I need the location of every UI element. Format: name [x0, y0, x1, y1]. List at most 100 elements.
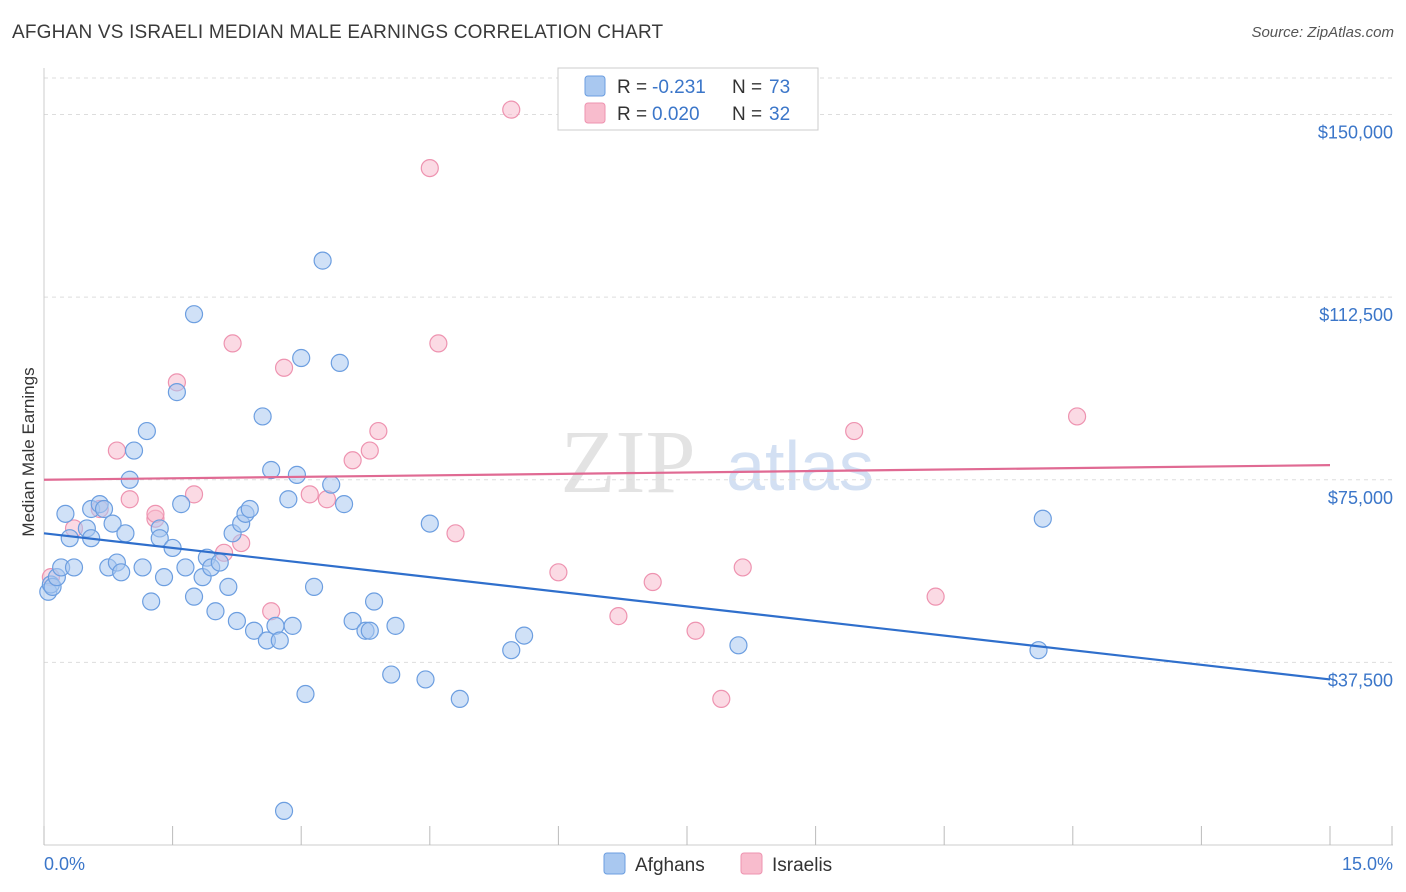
afghan-data-point: [334, 495, 354, 514]
afghan-data-point: [292, 348, 311, 368]
legend-r-label-afghans: R =: [617, 77, 647, 98]
legend-n-value-afghans: 73: [769, 77, 790, 98]
legend-r-value-afghans: -0.231: [652, 77, 706, 98]
afghan-data-point: [279, 490, 298, 509]
series-legend-label-afghans: Afghans: [635, 855, 705, 876]
afghan-data-point: [112, 563, 131, 582]
afghan-data-point: [137, 421, 156, 441]
legend-r-label-israelis: R =: [617, 104, 647, 125]
series-legend-swatch-afghans: [603, 852, 626, 875]
afghan-data-point: [416, 670, 435, 689]
israeli-data-point: [926, 587, 945, 606]
israeli-data-point: [274, 358, 294, 377]
afghan-data-point: [450, 689, 469, 709]
trend-lines: [43, 464, 1331, 681]
afghan-data-point: [283, 616, 302, 635]
afghan-data-point: [184, 305, 204, 324]
y-axis-label: Median Male Earnings: [19, 367, 38, 536]
y-tick-label: $37,500: [1328, 670, 1393, 690]
israeli-data-point: [733, 558, 752, 577]
legend-r-value-israelis: 0.020: [652, 104, 700, 125]
israeli-trend-line: [43, 464, 1331, 481]
afghan-data-point: [116, 524, 135, 543]
afghan-data-point: [382, 665, 401, 684]
chart-source: Source: ZipAtlas.com: [1251, 24, 1394, 41]
israeli-data-point: [107, 441, 126, 460]
israeli-data-point: [429, 334, 448, 353]
afghan-data-point: [210, 553, 229, 572]
afghan-data-point: [1029, 641, 1048, 660]
legend-n-value-israelis: 32: [769, 104, 790, 125]
israeli-data-point: [686, 621, 705, 640]
afghan-data-point: [227, 611, 246, 631]
afghan-data-point: [167, 383, 186, 402]
israeli-data-point: [446, 524, 465, 543]
israeli-data-point: [343, 451, 362, 470]
axes: $37,500 $75,000 $112,500 $150,000: [43, 68, 1393, 846]
israeli-data-point: [643, 572, 662, 592]
data-points: [39, 100, 1087, 821]
afghan-data-point: [56, 504, 75, 523]
afghan-data-point: [219, 577, 238, 596]
watermark-zip: ZIP: [561, 413, 696, 512]
israeli-data-point: [223, 334, 242, 353]
afghan-data-point: [304, 577, 324, 596]
afghan-data-point: [262, 460, 281, 480]
y-tick-label: $112,500: [1319, 305, 1393, 325]
afghan-data-point: [502, 641, 521, 660]
afghan-data-point: [343, 611, 362, 631]
israeli-data-point: [360, 441, 379, 460]
afghan-data-point: [287, 465, 307, 484]
afghan-data-point: [244, 621, 264, 640]
israeli-data-point: [369, 421, 388, 441]
afghan-data-point: [60, 529, 79, 548]
afghan-data-point: [313, 251, 332, 270]
legend-swatch-israelis: [584, 102, 606, 124]
afghan-data-point: [1033, 509, 1052, 528]
israeli-data-point: [300, 485, 319, 504]
israeli-data-point: [712, 689, 731, 709]
y-tick-label: $75,000: [1328, 488, 1393, 508]
afghan-data-point: [142, 592, 161, 611]
correlation-legend: R = -0.231 N = 73 R = 0.020 N = 32: [557, 67, 819, 131]
afghan-data-point: [270, 631, 289, 650]
afghan-data-point: [322, 475, 341, 494]
israeli-data-point: [549, 563, 568, 582]
afghan-data-point: [515, 626, 534, 645]
afghan-data-point: [364, 592, 384, 611]
afghan-data-point: [176, 558, 195, 577]
afghan-data-point: [64, 558, 84, 577]
afghan-data-point: [253, 407, 272, 426]
afghan-data-point: [240, 499, 259, 519]
afghan-data-point: [124, 441, 144, 460]
israeli-data-point: [420, 158, 439, 178]
x-tick-label-min: 0.0%: [44, 854, 85, 874]
afghan-trend-line: [43, 532, 1331, 681]
afghan-data-point: [274, 801, 294, 821]
series-legend: Afghans Israelis: [603, 852, 832, 876]
afghan-data-point: [330, 353, 349, 372]
legend-n-label-israelis: N =: [732, 104, 762, 125]
series-legend-swatch-israelis: [740, 852, 763, 875]
afghan-data-point: [206, 602, 225, 621]
y-tick-label: $150,000: [1318, 123, 1393, 143]
legend-n-label-afghans: N =: [732, 77, 762, 98]
israeli-data-point: [1067, 407, 1087, 426]
afghan-data-point: [133, 558, 152, 577]
gridlines: [44, 77, 1393, 663]
chart-title: AFGHAN VS ISRAELI MEDIAN MALE EARNINGS C…: [12, 22, 664, 43]
afghan-data-point: [184, 587, 204, 606]
x-tick-label-max: 15.0%: [1342, 854, 1393, 874]
afghan-data-point: [154, 568, 174, 587]
series-legend-label-israelis: Israelis: [772, 855, 832, 876]
afghan-data-point: [420, 514, 439, 533]
afghan-data-point: [103, 514, 122, 533]
afghan-data-point: [360, 621, 379, 640]
israeli-data-point: [845, 421, 864, 441]
afghan-data-point: [386, 616, 405, 635]
watermark-atlas: atlas: [726, 427, 874, 505]
afghan-data-point: [296, 684, 315, 704]
afghan-data-point: [172, 495, 191, 514]
israeli-data-point: [184, 485, 204, 504]
